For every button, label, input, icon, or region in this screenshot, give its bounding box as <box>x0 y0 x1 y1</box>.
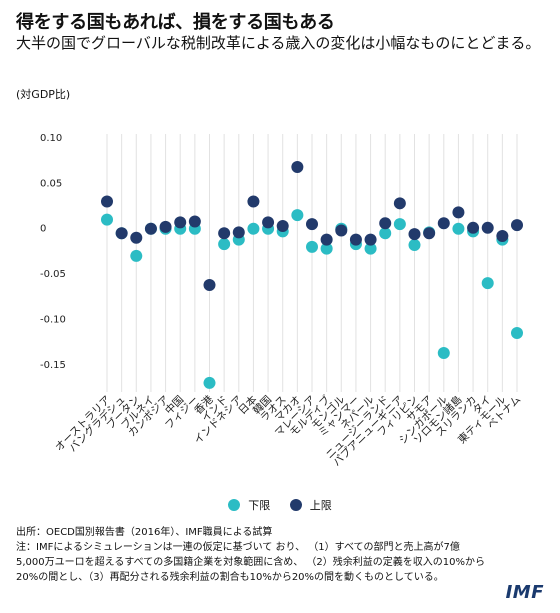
unit-label: (対GDP比) <box>16 88 71 101</box>
legend-label-upper: 上限 <box>309 499 332 512</box>
legend-dot-lower <box>228 499 241 511</box>
point-upper <box>203 278 216 291</box>
point-upper <box>276 219 289 232</box>
point-upper <box>349 233 362 246</box>
point-lower <box>511 327 523 340</box>
point-lower <box>247 222 260 235</box>
point-lower <box>203 376 216 389</box>
source-note: 出所：OECD国別報告書（2016年）、IMF職員による試算 <box>16 527 273 538</box>
note-line-2: 5,000万ユーロを超えるすべての多国籍企業を対象範囲に含め、 （2）残余利益の… <box>16 557 485 568</box>
point-lower <box>320 242 333 255</box>
point-upper <box>218 227 231 240</box>
chart-subtitle: 大半の国でグローバルな税制改革による歳入の変化は小幅なものにとどまる。 <box>16 34 541 52</box>
point-upper <box>247 195 260 208</box>
point-lower <box>130 249 143 262</box>
point-lower <box>291 209 304 222</box>
point-upper <box>320 233 333 246</box>
point-upper <box>306 218 318 231</box>
scatter-chart: 0.100.050-0.05-0.10-0.15オーストラリアバングラデシュブー… <box>40 133 523 469</box>
point-lower <box>306 240 318 253</box>
point-upper <box>408 228 421 241</box>
note-line-1: 注：IMFによるシミュレーションは一連の仮定に基づいて おり、 （1）すべての部… <box>16 542 460 553</box>
point-lower <box>101 213 113 226</box>
point-upper <box>144 222 157 235</box>
point-upper <box>291 161 304 174</box>
chart-title: 得をする国もあれば、損をする国もある <box>16 12 335 33</box>
point-lower <box>481 277 494 290</box>
point-upper <box>437 217 450 230</box>
point-upper <box>423 227 436 240</box>
point-upper <box>174 216 187 229</box>
point-upper <box>115 227 128 240</box>
point-upper <box>130 231 143 244</box>
y-tick-label: 0.10 <box>40 133 62 144</box>
point-upper <box>467 221 480 234</box>
y-tick-label: -0.05 <box>40 269 66 280</box>
y-tick-label: -0.15 <box>40 360 66 371</box>
point-upper <box>393 197 406 210</box>
point-upper <box>379 217 392 230</box>
imf-logo: IMF <box>505 582 544 603</box>
point-lower <box>452 222 465 235</box>
point-lower <box>437 346 450 359</box>
point-lower <box>218 238 231 251</box>
point-lower <box>364 242 377 255</box>
point-upper <box>159 220 172 233</box>
point-upper <box>101 195 113 208</box>
y-tick-label: 0.05 <box>40 178 62 189</box>
legend-item-upper: 上限 <box>289 497 332 513</box>
point-lower <box>379 227 392 240</box>
note-line-3: 20%の間とし、（3）再配分される残余利益の割合も10%から20%の間を動くもの… <box>16 572 444 583</box>
point-upper <box>452 206 465 219</box>
y-tick-label: -0.10 <box>40 314 66 325</box>
point-upper <box>481 221 494 234</box>
footnotes: 出所：OECD国別報告書（2016年）、IMF職員による試算 注：IMFによるシ… <box>16 525 552 585</box>
legend-item-lower: 下限 <box>228 497 270 513</box>
point-upper <box>335 224 348 237</box>
legend-dot-upper <box>289 499 302 511</box>
legend: 下限 上限 <box>0 497 560 514</box>
y-tick-label: 0 <box>40 224 46 235</box>
point-upper <box>188 215 201 228</box>
point-lower <box>408 239 421 252</box>
point-upper <box>262 216 275 229</box>
point-upper <box>511 219 523 232</box>
point-lower <box>393 218 406 231</box>
point-upper <box>496 229 509 242</box>
point-upper <box>364 233 377 246</box>
point-upper <box>232 226 245 239</box>
legend-label-lower: 下限 <box>248 499 271 512</box>
